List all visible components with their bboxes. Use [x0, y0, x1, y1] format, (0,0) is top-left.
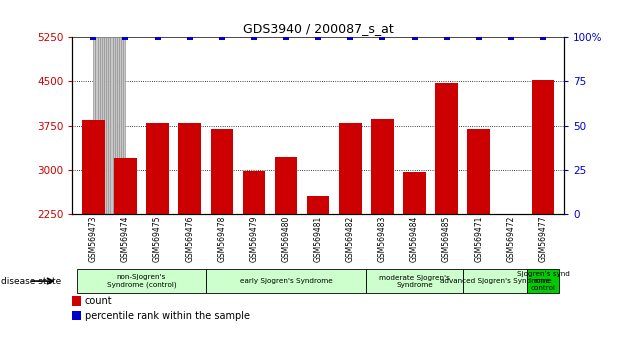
Bar	[113, 37, 115, 214]
Bar	[462, 269, 527, 293]
Bar	[500, 213, 522, 347]
Bar	[178, 123, 201, 347]
Point	[249, 34, 259, 40]
Bar	[371, 119, 394, 347]
Text: count: count	[84, 296, 112, 306]
Point	[217, 34, 227, 40]
Bar	[366, 269, 462, 293]
Point	[120, 34, 130, 40]
Bar	[123, 37, 125, 214]
Bar	[532, 80, 554, 347]
Point	[152, 34, 163, 40]
Bar	[72, 311, 81, 320]
Bar	[119, 37, 121, 214]
Bar	[210, 129, 233, 347]
Text: early Sjogren's Syndrome: early Sjogren's Syndrome	[239, 278, 333, 284]
Bar	[106, 37, 108, 214]
Bar	[115, 37, 117, 214]
Bar	[96, 37, 98, 214]
Point	[442, 34, 452, 40]
Bar	[435, 82, 458, 347]
Bar	[243, 171, 265, 347]
Point	[185, 34, 195, 40]
Point	[88, 34, 98, 40]
Bar	[307, 196, 329, 347]
Text: Sjogren’s synd
rome
control: Sjogren’s synd rome control	[517, 271, 570, 291]
Point	[313, 34, 323, 40]
Text: percentile rank within the sample: percentile rank within the sample	[84, 310, 249, 321]
Bar	[108, 37, 110, 214]
Point	[281, 34, 291, 40]
Text: advanced Sjogren's Syndrome: advanced Sjogren's Syndrome	[440, 278, 550, 284]
Point	[474, 34, 484, 40]
Bar	[102, 37, 104, 214]
Text: moderate Sjogren's
Syndrome: moderate Sjogren's Syndrome	[379, 275, 450, 287]
Bar	[114, 158, 137, 347]
Bar	[93, 37, 96, 214]
Bar	[403, 172, 426, 347]
Bar	[146, 123, 169, 347]
Bar	[339, 123, 362, 347]
Title: GDS3940 / 200087_s_at: GDS3940 / 200087_s_at	[243, 22, 394, 35]
Bar	[104, 37, 106, 214]
Bar	[121, 37, 123, 214]
Point	[410, 34, 420, 40]
Point	[506, 34, 516, 40]
Bar	[72, 296, 81, 306]
Point	[538, 34, 548, 40]
Text: disease state: disease state	[1, 276, 62, 286]
Bar	[467, 129, 490, 347]
Text: non-Sjogren's
Syndrome (control): non-Sjogren's Syndrome (control)	[106, 274, 176, 288]
Point	[377, 34, 387, 40]
Bar	[100, 37, 102, 214]
Bar	[275, 157, 297, 347]
Point	[345, 34, 355, 40]
Bar	[98, 37, 100, 214]
Bar	[77, 269, 206, 293]
Bar	[82, 120, 105, 347]
Bar	[117, 37, 119, 214]
Bar	[527, 269, 559, 293]
Bar	[110, 37, 113, 214]
Bar	[206, 269, 366, 293]
